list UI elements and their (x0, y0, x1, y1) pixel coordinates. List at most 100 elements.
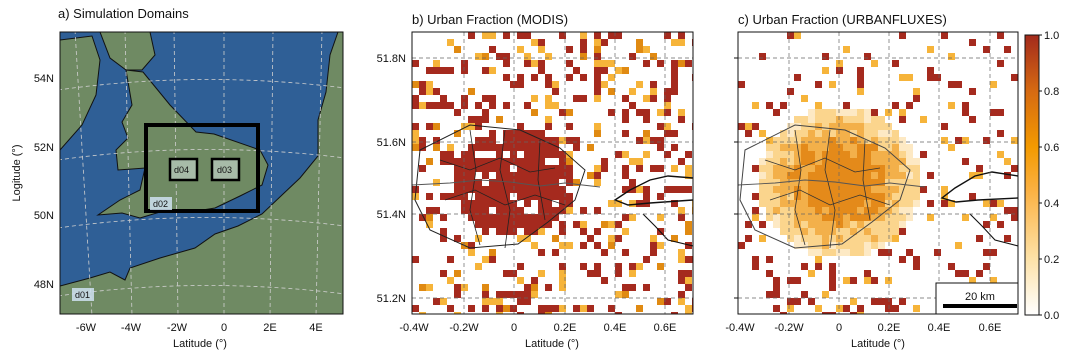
urban-cell (766, 102, 773, 109)
urban-cell (962, 109, 969, 116)
urban-cell (531, 130, 538, 137)
urban-cell (657, 109, 664, 116)
urban-cell (524, 165, 531, 172)
urban-cell (843, 46, 850, 53)
urban-cell (843, 235, 850, 242)
urban-cell (538, 207, 545, 214)
urban-cell (461, 207, 468, 214)
urban-cell (482, 228, 489, 235)
urban-cell (976, 235, 983, 242)
urban-cell (468, 214, 475, 221)
urban-cell (461, 179, 468, 186)
urban-cell (545, 193, 552, 200)
urban-cell (780, 130, 787, 137)
urban-cell (815, 172, 822, 179)
urban-cell (752, 123, 759, 130)
urban-cell (843, 193, 850, 200)
c-xtick-label: 0 (836, 322, 842, 334)
urban-cell (808, 270, 815, 277)
urban-cell (566, 207, 573, 214)
panel-c-title: c) Urban Fraction (URBANFLUXES) (738, 12, 947, 27)
urban-cell (836, 242, 843, 249)
urban-cell (871, 214, 878, 221)
urban-cell (787, 214, 794, 221)
urban-cell (489, 95, 496, 102)
urban-cell (412, 305, 419, 312)
urban-cell (857, 249, 864, 256)
urban-cell (664, 32, 671, 39)
urban-cell (801, 151, 808, 158)
urban-cell (955, 81, 962, 88)
urban-cell (871, 193, 878, 200)
urban-cell (808, 249, 815, 256)
urban-cell (794, 172, 801, 179)
urban-cell (871, 109, 878, 116)
urban-cell (850, 193, 857, 200)
urban-cell (766, 200, 773, 207)
urban-cell (538, 179, 545, 186)
urban-cell (969, 277, 976, 284)
urban-cell (759, 193, 766, 200)
urban-cell (594, 67, 601, 74)
panel-c-overlay (738, 124, 1018, 249)
urban-cell (850, 298, 857, 305)
urban-cell (815, 256, 822, 263)
urban-cell (878, 214, 885, 221)
urban-cell (580, 39, 587, 46)
urban-cell (496, 53, 503, 60)
urban-cell (594, 95, 601, 102)
urban-cell (580, 305, 587, 312)
urban-cell (878, 186, 885, 193)
urban-cell (864, 207, 871, 214)
urban-cell (871, 235, 878, 242)
urban-cell (594, 123, 601, 130)
urban-cell (475, 158, 482, 165)
urban-cell (489, 158, 496, 165)
urban-cell (503, 130, 510, 137)
urban-cell (815, 193, 822, 200)
urban-cell (864, 179, 871, 186)
urban-cell (489, 200, 496, 207)
urban-cell (559, 200, 566, 207)
urban-cell (552, 151, 559, 158)
urban-cell (906, 207, 913, 214)
urban-cell (1011, 137, 1018, 144)
urban-cell (496, 228, 503, 235)
urban-cell (685, 312, 692, 314)
urban-cell (780, 207, 787, 214)
urban-cell (580, 228, 587, 235)
urban-cell (503, 179, 510, 186)
urban-cell (685, 186, 692, 193)
urban-cell (545, 53, 552, 60)
urban-cell (801, 228, 808, 235)
urban-cell (892, 207, 899, 214)
urban-cell (580, 263, 587, 270)
urban-cell (538, 249, 545, 256)
panel-c-xlabel: Latitude (°) (851, 338, 905, 350)
urban-cell (794, 165, 801, 172)
urban-cell (997, 60, 1004, 67)
urban-cell (475, 200, 482, 207)
urban-cell (822, 214, 829, 221)
urban-cell (447, 102, 454, 109)
urban-cell (808, 109, 815, 116)
urban-cell (906, 151, 913, 158)
urban-cell (671, 200, 678, 207)
urban-cell (752, 102, 759, 109)
urban-cell (468, 172, 475, 179)
urban-cell (829, 137, 836, 144)
urban-cell (545, 200, 552, 207)
urban-cell (412, 137, 419, 144)
urban-cell (489, 193, 496, 200)
urban-cell (934, 249, 941, 256)
urban-cell (566, 200, 573, 207)
urban-cell (892, 60, 899, 67)
urban-cell (489, 298, 496, 305)
urban-cell (850, 158, 857, 165)
urban-cell (552, 144, 559, 151)
urban-cell (815, 123, 822, 130)
urban-cell (843, 179, 850, 186)
urban-cell (517, 179, 524, 186)
urban-cell (808, 200, 815, 207)
urban-cell (864, 123, 871, 130)
